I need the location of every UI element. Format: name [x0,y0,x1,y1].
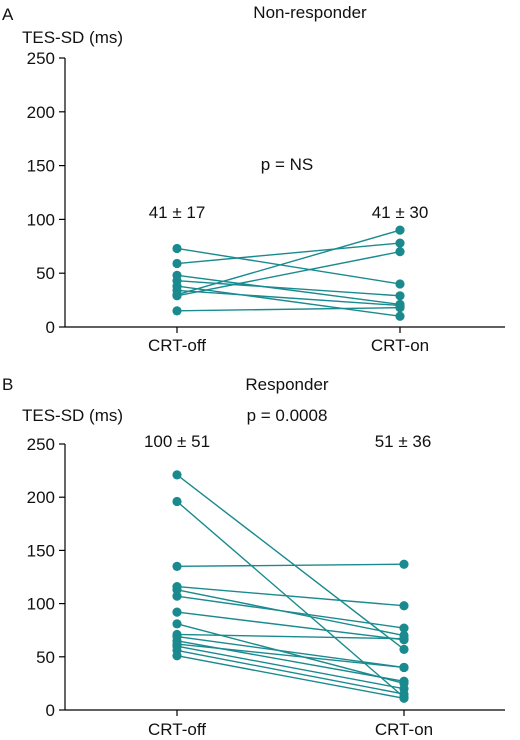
panel-a-ytick-label-1: 50 [36,264,55,283]
panel-non-responder: A Non-responder TES-SD (ms) p = NS 41 ± … [2,3,505,355]
panel-a-pair-line-6 [176,229,401,296]
panel-a-ytick-label-0: 0 [46,318,55,337]
panel-a-pair-line-3 [176,280,401,297]
panel-b-point-off-14 [172,651,182,661]
panel-b-point-off-2 [172,561,182,571]
panel-b-ytick-label-4: 200 [27,488,55,507]
panel-a-pair-line-7 [176,250,401,297]
panel-b-pair-line-8 [176,633,405,640]
panel-b-pair-line-2 [176,563,405,568]
panel-label-a: A [2,5,14,24]
panel-a-point-on-7 [395,247,405,257]
panel-a-x-ticks: CRT-off CRT-on [148,327,429,355]
panel-b-point-on-5 [399,623,409,633]
panel-a-title: Non-responder [253,3,367,22]
panel-b-point-off-6 [172,607,182,617]
panel-a-p-value: p = NS [261,155,313,174]
panel-b-ytick-label-5: 250 [27,435,55,454]
panel-b-off-summary: 100 ± 51 [144,432,210,451]
panel-b-point-on-0 [399,644,409,654]
panel-b-point-on-10 [399,676,409,686]
panel-a-pair-line-1 [176,242,401,265]
panel-b-point-off-4 [172,585,182,595]
panel-a-point-off-7 [172,291,182,301]
panel-label-b: B [2,375,13,394]
panel-b-xtick-label-0: CRT-off [148,720,206,739]
panel-b-pair-line-6 [176,611,405,641]
panel-b-ytick-label-1: 50 [36,648,55,667]
panel-b-point-off-5 [172,591,182,601]
panel-b-ytick-label-3: 150 [27,541,55,560]
panel-a-pair-line-4 [176,285,401,317]
panel-a-point-off-8 [172,306,182,316]
panel-a-xtick-label-0: CRT-off [148,336,206,355]
panel-a-point-off-1 [172,258,182,269]
panel-a-ytick-label-5: 250 [27,49,55,68]
panel-a-pair-line-5 [176,289,401,307]
panel-b-title: Responder [245,375,329,394]
panel-b-pair-line-13 [176,649,405,695]
panel-a-pair-line-0 [176,247,401,285]
panel-a-xtick-label-1: CRT-on [371,336,429,355]
panel-a-point-on-4 [395,311,405,321]
panel-b-ylabel: TES-SD (ms) [22,406,123,425]
panel-b-pair-line-3 [176,585,405,607]
panel-b-pair-line-0 [176,474,405,650]
panel-b-series [172,470,409,703]
panel-b-point-off-0 [172,470,182,480]
panel-b-ytick-label-0: 0 [46,701,55,720]
panel-a-pair-line-2 [176,274,401,306]
panel-a-point-off-0 [172,243,182,254]
panel-b-p-value: p = 0.0008 [247,406,328,425]
panel-b-point-on-8 [399,634,409,644]
panel-a-point-on-8 [395,303,405,313]
panel-a-series [172,225,405,321]
panel-a-ytick-label-4: 200 [27,103,55,122]
panel-a-on-summary: 41 ± 30 [372,203,429,222]
panel-a-point-on-3 [395,291,405,301]
panel-a-ylabel: TES-SD (ms) [22,28,123,47]
panel-a-pair-line-8 [176,306,401,312]
panel-b-y-ticks: 0 50 100 150 200 250 [27,435,65,720]
panel-b-point-on-14 [399,693,409,703]
panel-b-point-on-2 [399,559,409,569]
panel-b-point-off-7 [172,619,182,629]
panel-b-pair-line-12 [176,645,405,690]
panel-b-point-on-3 [399,601,409,611]
panel-b-pair-line-14 [176,655,405,699]
panel-b-pair-line-11 [176,643,405,669]
panel-b-pair-line-5 [176,595,405,629]
panel-b-x-ticks: CRT-off CRT-on [148,710,433,739]
panel-b-pair-line-7 [176,623,405,685]
panel-a-point-on-1 [395,238,405,248]
panel-a-y-ticks: 0 50 100 150 200 250 [27,49,65,337]
panel-b-xtick-label-1: CRT-on [375,720,433,739]
panel-a-off-summary: 41 ± 17 [149,203,206,222]
panel-responder: B Responder TES-SD (ms) p = 0.0008 100 ±… [2,375,505,739]
panel-a-ytick-label-2: 100 [27,210,55,229]
panel-b-pair-line-9 [176,635,405,669]
panel-b-pair-line-1 [176,500,405,698]
panel-b-on-summary: 51 ± 36 [375,432,432,451]
panel-b-ytick-label-2: 100 [27,595,55,614]
panel-b-point-off-1 [172,496,182,507]
panel-b-point-on-11 [399,662,409,673]
panel-a-ytick-label-3: 150 [27,157,55,176]
panel-a-point-on-6 [395,225,405,235]
panel-a-point-on-0 [395,279,405,289]
